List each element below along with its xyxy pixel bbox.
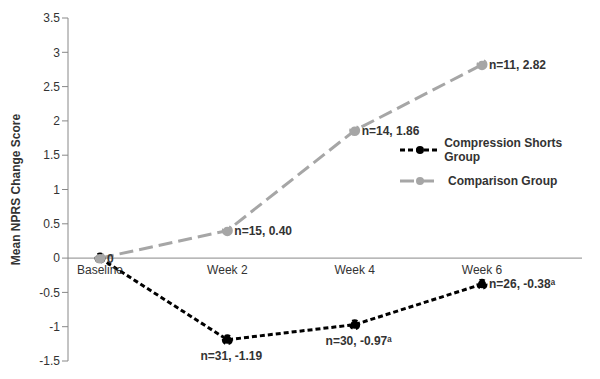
svg-text:1.5: 1.5 bbox=[43, 148, 60, 162]
svg-text:0: 0 bbox=[107, 252, 114, 266]
html-text:Comparison Group: Comparison Group bbox=[448, 174, 558, 188]
svg-text:Week 6: Week 6 bbox=[462, 263, 503, 277]
svg-text:2: 2 bbox=[53, 114, 60, 128]
svg-text:n=11, 2.82: n=11, 2.82 bbox=[489, 58, 546, 72]
svg-text:-0.5: -0.5 bbox=[39, 286, 60, 300]
svg-text:2.5: 2.5 bbox=[43, 80, 60, 94]
svg-text:3.5: 3.5 bbox=[43, 11, 60, 25]
svg-text:0.5: 0.5 bbox=[43, 217, 60, 231]
svg-text:n=15, 0.40: n=15, 0.40 bbox=[234, 224, 292, 238]
svg-text:3: 3 bbox=[53, 46, 60, 60]
svg-text:n=30, -0.97ᵃ: n=30, -0.97ᵃ bbox=[326, 334, 393, 348]
svg-text:-1: -1 bbox=[49, 320, 60, 334]
svg-text:Mean NPRS Change Score: Mean NPRS Change Score bbox=[9, 113, 23, 265]
html-text:Compression Shorts Group: Compression Shorts Group bbox=[444, 136, 563, 164]
svg-text:Week 4: Week 4 bbox=[334, 263, 375, 277]
svg-text:n=31, -1.19: n=31, -1.19 bbox=[200, 349, 262, 363]
svg-text:0: 0 bbox=[53, 251, 60, 265]
svg-text:Baseline: Baseline bbox=[77, 263, 123, 277]
svg-text:-1.5: -1.5 bbox=[39, 354, 60, 368]
svg-text:n=14, 1.86: n=14, 1.86 bbox=[362, 124, 420, 138]
svg-text:1: 1 bbox=[53, 183, 60, 197]
svg-text:n=26, -0.38ᵃ: n=26, -0.38ᵃ bbox=[489, 277, 556, 291]
svg-text:Week 2: Week 2 bbox=[207, 263, 248, 277]
